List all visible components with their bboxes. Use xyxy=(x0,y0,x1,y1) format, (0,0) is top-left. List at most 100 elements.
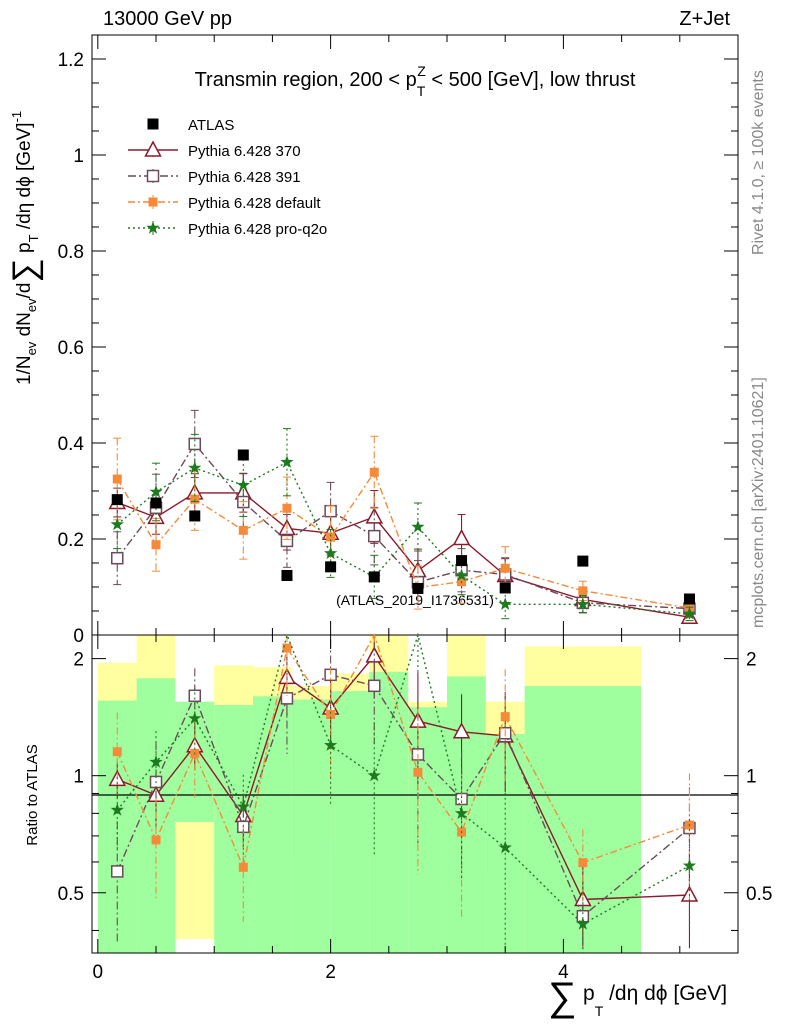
point-pdefault xyxy=(151,540,161,550)
chart-title: Transmin region, 200 < pTZ < 500 [GeV], … xyxy=(195,63,636,99)
point-atlas xyxy=(683,593,695,605)
legend-label-p391: Pythia 6.428 391 xyxy=(188,169,301,186)
legend-label-pdefault: Pythia 6.428 default xyxy=(188,195,321,212)
ratio-point-p370 xyxy=(452,722,471,739)
main-y-axis-label: 1/Nev dNev/d∑ pT /dη dϕ [GeV]-1 xyxy=(6,111,44,385)
ratio-point-pdefault xyxy=(238,862,248,872)
ratio-point-pq2o xyxy=(236,799,250,813)
ratio-tick-label-left: 1 xyxy=(73,767,84,788)
ratio-series-pq2o xyxy=(110,632,697,953)
legend-entry-pdefault: Pythia 6.428 default xyxy=(128,195,321,212)
green-band xyxy=(291,699,331,953)
point-atlas xyxy=(281,569,293,581)
point-pdefault xyxy=(578,586,588,596)
ratio-y-ticks: 0.5 0.5 1 1 2 2 xyxy=(58,650,772,931)
y-tick-label: 0.4 xyxy=(58,434,85,455)
point-pq2o xyxy=(682,606,697,620)
point-pdefault xyxy=(369,467,379,477)
point-atlas xyxy=(456,555,468,567)
ratio-point-pq2o xyxy=(454,806,469,819)
legend-entry-p370: Pythia 6.428 370 xyxy=(128,140,301,160)
ratio-tick-label-left: 0.5 xyxy=(58,884,84,905)
point-pq2o xyxy=(110,517,124,531)
ratio-series-group xyxy=(108,632,699,953)
y-tick-label: 0 xyxy=(73,626,84,647)
green-band xyxy=(330,691,370,953)
ratio-point-p391 xyxy=(188,689,202,703)
legend-entry-p391: Pythia 6.428 391 xyxy=(128,169,301,186)
legend-entry-pq2o: Pythia 6.428 pro-q2o xyxy=(128,221,327,238)
y-tick-label: 0.8 xyxy=(58,242,84,263)
main-plot-panel: 0 0.2 0.4 0.6 0.8 1 1.2 Transmin region, 200 <… xyxy=(58,34,739,647)
legend-label-pq2o: Pythia 6.428 pro-q2o xyxy=(188,221,327,238)
ratio-y-axis-label: Ratio to ATLAS xyxy=(24,744,41,845)
point-pq2o xyxy=(411,520,425,533)
series-pdefault xyxy=(112,435,694,619)
green-band xyxy=(252,696,292,953)
point-atlas xyxy=(150,497,162,509)
point-pq2o xyxy=(576,597,590,610)
x-tick-label: 4 xyxy=(558,962,569,983)
point-pq2o xyxy=(236,478,250,491)
green-band xyxy=(369,671,409,953)
ratio-tick-label-right: 1 xyxy=(746,767,757,788)
ratio-point-pdefault xyxy=(326,709,336,719)
ratio-point-pdefault xyxy=(282,643,292,653)
series-line-pdefault xyxy=(116,470,690,609)
x-axis-ticks: 0 2 4 xyxy=(93,35,739,983)
point-atlas xyxy=(325,561,337,573)
point-pdefault xyxy=(238,525,248,535)
point-pq2o xyxy=(188,461,202,474)
header-right: Z+Jet xyxy=(679,8,730,30)
ratio-point-pq2o xyxy=(498,840,512,854)
legend-marker-pq2o xyxy=(146,221,160,234)
x-tick-label: 0 xyxy=(93,962,104,983)
mcplots-label: mcplots.cern.ch [arXiv:2401.10621] xyxy=(750,377,767,628)
ratio-line-pdefault xyxy=(116,633,690,870)
point-pdefault xyxy=(112,474,122,484)
series-atlas xyxy=(111,449,695,605)
ratio-point-pdefault xyxy=(413,767,423,777)
svg-text:pT /dη dϕ [GeV]: pT /dη dϕ [GeV] xyxy=(583,982,727,1019)
point-pq2o xyxy=(280,455,294,468)
legend: ATLAS Pythia 6.428 370 Pythia 6.428 391 Pyt… xyxy=(128,117,327,238)
point-pq2o xyxy=(498,597,512,610)
point-atlas xyxy=(111,494,123,506)
y-tick-label: 1 xyxy=(73,146,84,167)
point-atlas xyxy=(577,555,589,567)
point-pq2o xyxy=(149,485,163,498)
main-series-group xyxy=(108,409,699,624)
ratio-plot-frame xyxy=(91,634,739,954)
legend-label-atlas: ATLAS xyxy=(188,117,234,134)
y-tick-label: 0.6 xyxy=(58,338,84,359)
ratio-point-pq2o xyxy=(110,803,124,816)
ratio-point-p391 xyxy=(368,679,381,693)
x-axis-label: ∑ pT /dη dϕ [GeV] xyxy=(548,975,727,1019)
rivet-label: Rivet 4.1.0, ≥ 100k events xyxy=(750,70,767,255)
point-atlas xyxy=(368,571,380,583)
point-pdefault xyxy=(190,494,200,504)
point-pq2o xyxy=(324,546,338,560)
green-band xyxy=(408,707,448,953)
point-p370 xyxy=(365,507,384,524)
legend-marker-p391 xyxy=(146,169,160,183)
ratio-point-pdefault xyxy=(151,835,161,845)
ratio-line-p391 xyxy=(116,674,690,918)
ratio-line-pq2o xyxy=(116,632,690,925)
svg-text:1/Nev dNev/d∑ pT /dη dϕ [GeV]: 1/Nev dNev/d∑ pT /dη dϕ [GeV]-1 xyxy=(6,111,44,385)
ratio-point-pq2o xyxy=(367,768,381,782)
point-pq2o xyxy=(454,568,469,582)
ratio-point-pq2o xyxy=(576,917,590,930)
ratio-plot-panel: 0.5 0.5 1 1 2 2 xyxy=(58,632,772,954)
legend-marker-atlas xyxy=(147,118,159,130)
x-tick-label: 2 xyxy=(325,962,336,983)
ratio-tick-label-right: 0.5 xyxy=(746,884,772,905)
analysis-watermark: (ATLAS_2019_I1736531) xyxy=(336,592,494,608)
ratio-tick-label-left: 2 xyxy=(73,650,84,671)
ratio-point-pdefault xyxy=(578,858,588,868)
ratio-tick-label-right: 2 xyxy=(746,650,757,671)
series-pq2o xyxy=(110,428,697,622)
ratio-point-p391 xyxy=(280,692,294,705)
series-line-p391 xyxy=(116,442,690,610)
